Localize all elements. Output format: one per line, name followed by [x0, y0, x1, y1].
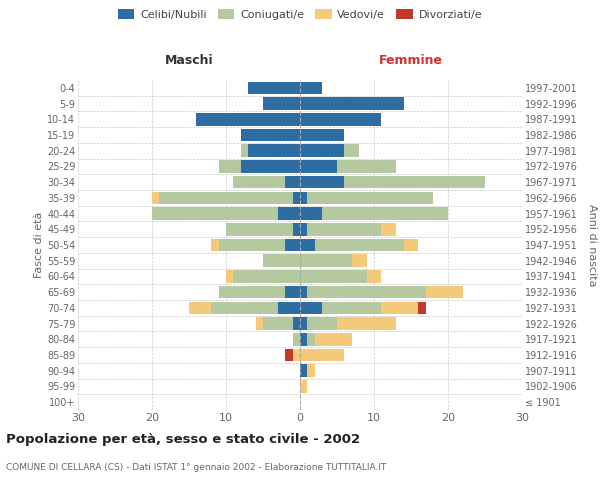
Bar — [226, 223, 293, 235]
Bar — [263, 318, 293, 330]
Bar — [293, 223, 300, 235]
Bar — [285, 286, 300, 298]
Legend: Celibi/Nubili, Coniugati/e, Vedovi/e, Divorziati/e: Celibi/Nubili, Coniugati/e, Vedovi/e, Di… — [113, 5, 487, 24]
Bar — [152, 192, 160, 204]
Bar — [285, 176, 300, 188]
Bar — [241, 144, 248, 157]
Bar — [322, 302, 382, 314]
Bar — [344, 176, 485, 188]
Bar — [344, 144, 359, 157]
Bar — [337, 318, 396, 330]
Bar — [278, 302, 300, 314]
Bar — [300, 128, 344, 141]
Bar — [211, 302, 278, 314]
Bar — [300, 223, 307, 235]
Bar — [226, 270, 233, 282]
Bar — [404, 238, 418, 252]
Bar — [300, 270, 367, 282]
Bar — [300, 380, 307, 392]
Bar — [418, 302, 426, 314]
Y-axis label: Fasce di età: Fasce di età — [34, 212, 44, 278]
Bar — [293, 318, 300, 330]
Text: Maschi: Maschi — [164, 54, 214, 68]
Bar — [300, 254, 352, 267]
Text: Femmine: Femmine — [379, 54, 443, 68]
Bar — [218, 238, 285, 252]
Y-axis label: Anni di nascita: Anni di nascita — [587, 204, 597, 286]
Bar — [285, 348, 293, 362]
Bar — [241, 160, 300, 172]
Bar — [248, 144, 300, 157]
Text: Popolazione per età, sesso e stato civile - 2002: Popolazione per età, sesso e stato civil… — [6, 432, 360, 446]
Bar — [211, 238, 218, 252]
Bar — [293, 192, 300, 204]
Bar — [300, 318, 307, 330]
Bar — [300, 113, 382, 126]
Bar — [307, 286, 426, 298]
Bar — [300, 98, 404, 110]
Bar — [263, 254, 300, 267]
Bar — [285, 238, 300, 252]
Bar — [337, 160, 396, 172]
Bar — [307, 318, 337, 330]
Bar — [248, 82, 300, 94]
Bar — [315, 238, 404, 252]
Bar — [307, 192, 433, 204]
Bar — [300, 82, 322, 94]
Bar — [278, 208, 300, 220]
Bar — [300, 238, 315, 252]
Bar — [293, 333, 300, 345]
Bar — [315, 333, 352, 345]
Bar — [241, 128, 300, 141]
Bar — [152, 208, 278, 220]
Bar — [263, 98, 300, 110]
Bar — [352, 254, 367, 267]
Bar — [300, 208, 322, 220]
Bar — [233, 176, 285, 188]
Bar — [300, 333, 307, 345]
Bar — [300, 160, 337, 172]
Bar — [196, 113, 300, 126]
Bar — [426, 286, 463, 298]
Bar — [300, 286, 307, 298]
Text: COMUNE DI CELLARA (CS) - Dati ISTAT 1° gennaio 2002 - Elaborazione TUTTITALIA.IT: COMUNE DI CELLARA (CS) - Dati ISTAT 1° g… — [6, 462, 386, 471]
Bar — [300, 364, 307, 377]
Bar — [300, 144, 344, 157]
Bar — [382, 302, 418, 314]
Bar — [233, 270, 300, 282]
Bar — [307, 223, 382, 235]
Bar — [322, 208, 448, 220]
Bar — [300, 348, 344, 362]
Bar — [307, 333, 315, 345]
Bar — [367, 270, 382, 282]
Bar — [256, 318, 263, 330]
Bar — [300, 176, 344, 188]
Bar — [293, 348, 300, 362]
Bar — [218, 160, 241, 172]
Bar — [160, 192, 293, 204]
Bar — [189, 302, 211, 314]
Bar — [382, 223, 396, 235]
Bar — [218, 286, 285, 298]
Bar — [300, 302, 322, 314]
Bar — [307, 364, 315, 377]
Bar — [300, 192, 307, 204]
